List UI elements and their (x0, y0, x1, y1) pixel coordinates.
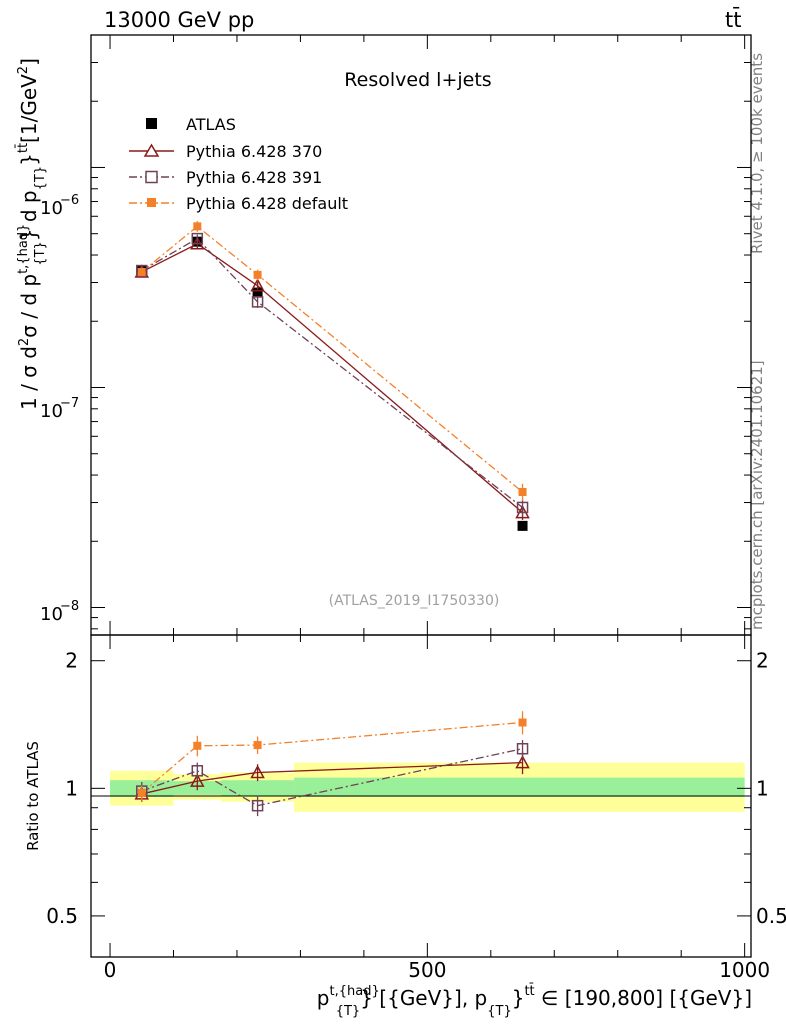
ratio-y-tick-label: 2 (65, 649, 78, 673)
svg-text:10: 10 (40, 198, 63, 219)
svg-text:Pythia 6.428 391: Pythia 6.428 391 (186, 168, 322, 187)
ratio-y-tick-label: 0.5 (46, 904, 78, 928)
svg-text:10: 10 (40, 401, 63, 422)
svg-text:−8: −8 (60, 599, 79, 614)
ratio-frame (90, 634, 752, 958)
legend-entry-pythia-default: Pythia 6.428 default (129, 194, 348, 213)
svg-text:Pythia 6.428 370: Pythia 6.428 370 (186, 142, 322, 161)
ratio-y-tick-label-right: 2 (756, 649, 769, 673)
svg-text:−6: −6 (60, 193, 79, 208)
ratio-y-tick-label: 1 (65, 776, 78, 800)
x-tick-label: 0 (104, 958, 117, 982)
svg-text:Pythia 6.428 default: Pythia 6.428 default (186, 194, 348, 213)
main-series-markers (134, 221, 530, 531)
ratio-series-line-0 (141, 761, 523, 795)
ratio-band-green (294, 777, 745, 797)
ratio-series-lines (141, 721, 523, 807)
ratio-point-filled (137, 788, 146, 797)
main-series-lines (141, 225, 523, 514)
ratio-y-tick-label-right: 1 (756, 776, 769, 800)
ratio-y-tick-label-right: 0.5 (756, 904, 786, 928)
ratio-point-triangle (190, 773, 205, 787)
main-y-tick-label-1e-7: 10−7 (40, 396, 79, 422)
header-energy-label: 13000 GeV pp (104, 8, 254, 32)
ratio-point-triangle (515, 755, 530, 769)
main-point-filled (193, 222, 202, 231)
svg-text:10: 10 (40, 604, 63, 625)
ratio-ticks (91, 635, 751, 958)
legend-entry-pythia-370: Pythia 6.428 370 (129, 142, 322, 161)
ratio-uncertainty-bands (110, 762, 745, 812)
main-y-tick-label-1e-6: 10−6 (40, 193, 79, 219)
ratio-point-filled (253, 741, 262, 750)
legend: ATLAS Pythia 6.428 370 Pythia 6.428 391 … (129, 115, 348, 213)
ratio-point-square (516, 742, 529, 755)
ratio-band-green (221, 780, 295, 796)
ratio-point-square (251, 799, 264, 812)
ratio-point-triangle (250, 764, 265, 779)
main-panel: Resolved l+jets (ATLAS_2019_I1750330) 10… (16, 34, 752, 636)
rivet-version-label: Rivet 4.1.0, ≥ 100k events (748, 53, 766, 254)
main-point-triangle (250, 278, 265, 292)
main-point-square (251, 296, 264, 308)
ratio-point-filled (193, 741, 202, 750)
analysis-id-label: (ATLAS_2019_I1750330) (329, 593, 500, 609)
ratio-y-tick-labels: 0.5 0.5 1 1 2 2 (46, 649, 786, 928)
ratio-series-line-2 (141, 721, 523, 794)
ratio-x-tick-labels: 0 500 1000 (104, 958, 770, 982)
main-series-line-2 (141, 237, 523, 508)
main-point-filled (517, 520, 528, 531)
ratio-point-square (191, 765, 204, 777)
ratio-panel: 0.5 0.5 1 1 2 2 0 500 1000 Ratio to ATLAS pt,{h… (24, 634, 786, 1019)
legend-entry-pythia-391: Pythia 6.428 391 (129, 168, 322, 187)
mcplots-reference-label: mcplots.cern.ch [arXiv:2401.10621] (748, 360, 766, 630)
main-y-axis-label: 1 / σ d2σ / d pt,{had} {T}} d p{T}}tt̄[1/… (16, 58, 48, 410)
x-tick-label: 1000 (719, 958, 770, 982)
main-series-line-1 (141, 243, 523, 514)
main-point-filled (252, 287, 263, 298)
main-point-filled (253, 270, 262, 279)
main-y-tick-label-1e-8: 10−8 (40, 599, 79, 625)
x-tick-label: 500 (408, 958, 446, 982)
x-axis-label: pt,{had} {T}} [{GeV}], p{T}}tt̄ ∈ [190,80… (317, 984, 752, 1019)
main-ticks (91, 34, 751, 635)
main-point-square (191, 232, 204, 245)
main-title: Resolved l+jets (344, 69, 491, 91)
ratio-y-axis-label: Ratio to ATLAS (24, 741, 42, 851)
header-process-label: tt̄ (725, 7, 741, 32)
svg-text:ATLAS: ATLAS (186, 115, 236, 134)
ratio-point-filled (518, 718, 527, 727)
svg-text:−7: −7 (60, 396, 79, 411)
main-point-filled (137, 267, 146, 276)
ratio-series-markers (134, 711, 530, 817)
main-series-line-3 (141, 225, 523, 493)
main-point-square (516, 501, 529, 514)
main-point-filled (518, 487, 527, 496)
legend-entry-atlas: ATLAS (146, 115, 236, 134)
